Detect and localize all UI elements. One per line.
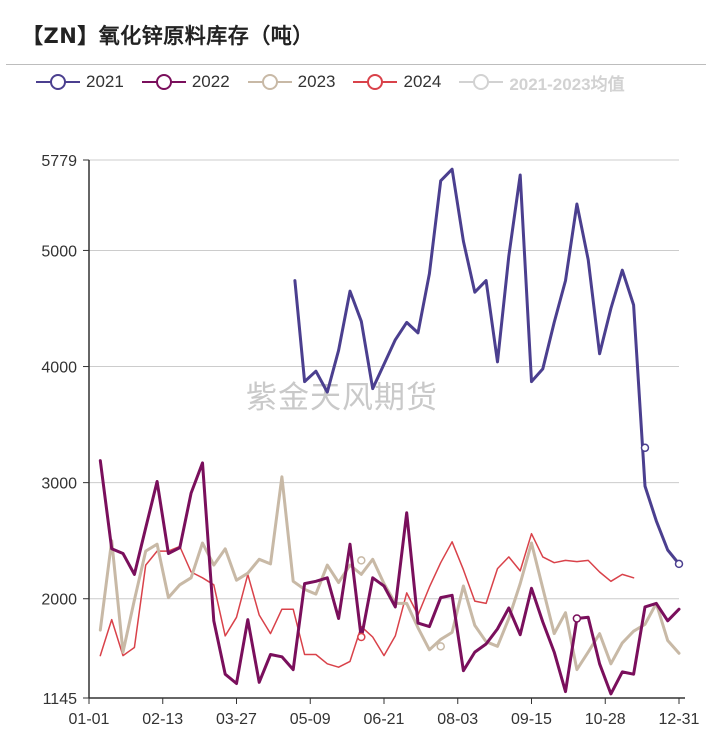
data-point-marker [357, 556, 366, 565]
series-line-2024 [99, 532, 635, 668]
series-line-2021 [293, 167, 681, 566]
x-tick-label: 08-03 [437, 711, 478, 728]
y-tick-label: 4000 [41, 360, 77, 377]
series-line-2022 [98, 459, 681, 696]
y-tick-label: 5000 [41, 243, 77, 260]
title-divider [6, 64, 706, 65]
x-tick-label: 02-13 [142, 711, 183, 728]
x-tick-label: 09-15 [511, 711, 552, 728]
legend-line-circle-icon [141, 74, 186, 90]
y-tick-label: 2000 [41, 592, 77, 609]
legend-line-circle-icon [459, 74, 504, 90]
x-tick-label: 06-21 [364, 711, 405, 728]
watermark: 紫金天风期货 [246, 380, 438, 416]
x-tick-label: 10-28 [585, 711, 626, 728]
y-tick-label: 1145 [43, 691, 78, 708]
legend-label: 2023 [297, 72, 336, 91]
legend-line-circle-icon [353, 74, 398, 90]
legend-line-circle-icon [36, 74, 80, 90]
x-tick-label: 12-31 [659, 711, 700, 728]
x-tick-label: 01-01 [69, 711, 110, 728]
data-point-marker [572, 614, 582, 623]
legend-label: 2022 [191, 72, 230, 91]
x-tick-label: 03-27 [216, 711, 257, 728]
data-point-marker [674, 559, 684, 569]
data-point-marker [436, 642, 445, 651]
legend-item[interactable]: 2023 [247, 72, 336, 92]
legend-label: 2021-2023均值 [509, 74, 625, 94]
legend-label: 2021 [86, 72, 124, 91]
data-point-marker [357, 632, 366, 642]
legend-item[interactable]: 2022 [141, 72, 230, 92]
y-tick-label: 5779 [41, 153, 77, 170]
x-tick-label: 05-09 [290, 711, 331, 728]
legend-line-circle-icon [247, 74, 292, 90]
chart-legend: 2021 2022 2023 2024 2021-2023均值 [36, 70, 643, 94]
data-point-marker [640, 443, 650, 453]
legend-item[interactable]: 2021 [36, 72, 124, 92]
y-tick-label: 3000 [41, 476, 77, 493]
legend-item[interactable]: 2021-2023均值 [459, 70, 625, 95]
legend-label: 2024 [403, 72, 442, 91]
chart-title: 【ZN】氧化锌原料库存（吨） [22, 24, 314, 48]
legend-item[interactable]: 2024 [353, 72, 441, 92]
